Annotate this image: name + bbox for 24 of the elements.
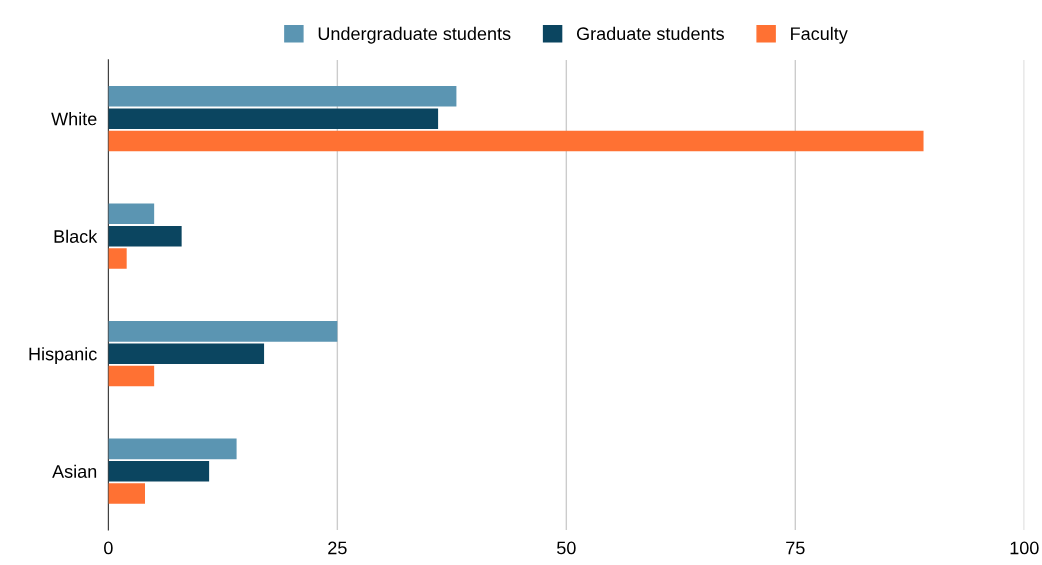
x-tick-label: 0 (104, 541, 113, 555)
x-tick-label: 50 (557, 541, 576, 555)
bar (108, 203, 155, 225)
y-tick-label: Black (54, 229, 98, 243)
x-tick-label: 75 (786, 541, 805, 555)
bar (108, 321, 338, 342)
bar (108, 130, 924, 152)
bar (108, 460, 210, 482)
legend-label: Faculty (791, 26, 848, 44)
bar (108, 225, 182, 247)
bar (108, 438, 237, 460)
legend-label: Undergraduate students (318, 26, 511, 44)
bar (108, 248, 127, 269)
bar (108, 365, 155, 387)
y-tick-label: White (51, 112, 97, 126)
legend-label: Graduate students (576, 26, 724, 41)
bar (108, 483, 145, 504)
bar (108, 108, 439, 129)
y-tick-label: Hispanic (29, 347, 97, 364)
bar (108, 343, 265, 364)
x-tick-label: 100 (1010, 541, 1039, 555)
bar (108, 86, 457, 107)
x-tick-label: 25 (328, 541, 347, 555)
y-tick-label: Asian (52, 464, 97, 478)
